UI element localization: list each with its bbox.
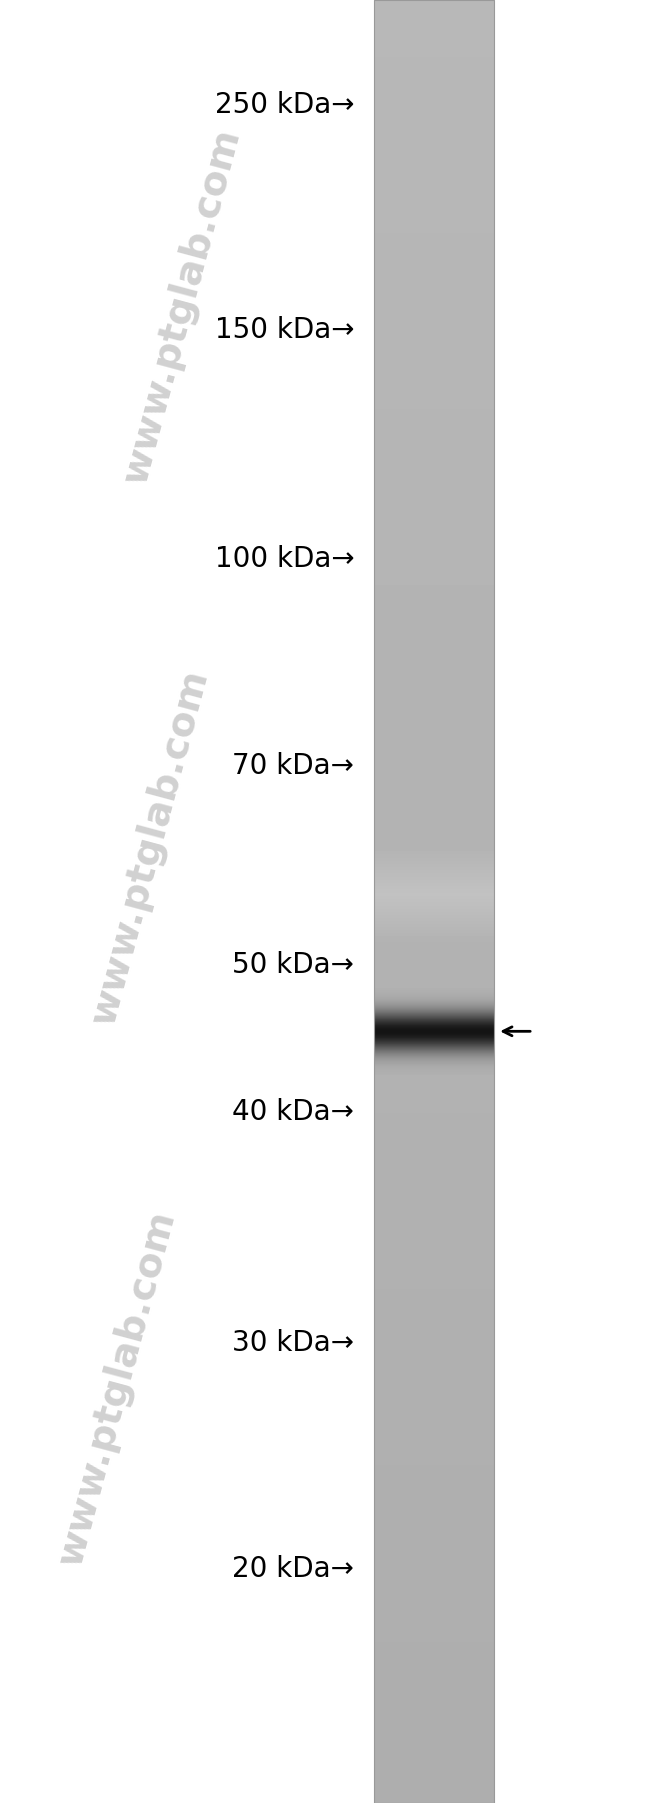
Text: www.ptglab.com: www.ptglab.com [84,665,215,1030]
Text: 100 kDa→: 100 kDa→ [214,545,354,573]
Text: www.ptglab.com: www.ptglab.com [51,1206,183,1570]
Bar [374,0,494,1803]
Text: 20 kDa→: 20 kDa→ [233,1554,354,1583]
Text: 50 kDa→: 50 kDa→ [233,950,354,979]
Text: 30 kDa→: 30 kDa→ [232,1329,354,1358]
Text: 70 kDa→: 70 kDa→ [233,752,354,781]
Text: 250 kDa→: 250 kDa→ [214,90,354,119]
Text: 150 kDa→: 150 kDa→ [214,316,354,344]
Text: 40 kDa→: 40 kDa→ [233,1098,354,1127]
Text: www.ptglab.com: www.ptglab.com [116,124,248,489]
